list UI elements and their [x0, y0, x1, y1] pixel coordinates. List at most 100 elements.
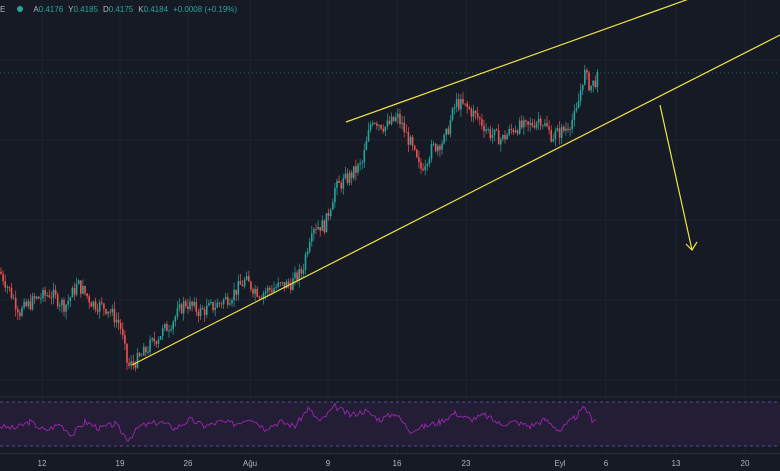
- candle-body: [300, 269, 303, 274]
- candle-body: [63, 299, 65, 312]
- candle-body: [441, 143, 443, 150]
- candle-body: [447, 128, 450, 135]
- candle-body: [29, 301, 32, 310]
- price-chart[interactable]: [0, 0, 780, 453]
- candle-body: [386, 120, 389, 127]
- candle-body: [552, 138, 555, 142]
- candle-body: [472, 110, 475, 117]
- candle-body: [596, 71, 599, 88]
- candle-body: [571, 119, 573, 129]
- candle-body: [569, 128, 571, 130]
- candle-body: [132, 361, 135, 364]
- candle-body: [239, 281, 242, 285]
- candle-body: [464, 103, 466, 105]
- wedge-lower-trendline: [131, 34, 780, 366]
- candle-body: [56, 294, 59, 307]
- candle-body: [430, 143, 433, 159]
- candle-body: [258, 296, 261, 298]
- candle-body: [109, 311, 111, 313]
- candle-body: [277, 282, 279, 288]
- candle-body: [138, 353, 141, 356]
- candle-body: [44, 289, 46, 296]
- candle-body: [52, 289, 55, 298]
- change-value: +0.0008 (+0.19%): [173, 4, 238, 14]
- candle-body: [390, 116, 393, 124]
- candle-body: [176, 308, 179, 317]
- candle-body: [332, 202, 334, 210]
- candle-body: [363, 149, 366, 163]
- candle-body: [185, 301, 187, 307]
- candle-body: [418, 157, 420, 163]
- candle-body: [231, 300, 233, 304]
- candle-body: [2, 273, 4, 282]
- candle-body: [103, 303, 105, 310]
- candle-body: [403, 122, 405, 132]
- candle-body: [546, 123, 548, 127]
- candle-body: [506, 134, 508, 140]
- candle-body: [577, 101, 580, 109]
- trendline-drawings[interactable]: [131, 0, 780, 366]
- candle-body: [565, 128, 567, 131]
- candle-body: [296, 272, 298, 281]
- time-axis-tick: 9: [325, 459, 331, 468]
- candle-body: [224, 296, 227, 300]
- candle-body: [159, 336, 162, 340]
- candle-body: [214, 307, 216, 311]
- candle-body: [474, 110, 477, 113]
- candle-body: [304, 254, 307, 270]
- candle-body: [321, 220, 324, 231]
- candle-body: [50, 297, 53, 299]
- time-axis-tick: 23: [461, 459, 471, 468]
- candle-body: [260, 297, 263, 299]
- candle-body: [460, 98, 462, 110]
- candle-body: [336, 180, 338, 189]
- candle-body: [327, 213, 330, 217]
- candle-body: [128, 362, 130, 366]
- candle-body: [101, 302, 103, 304]
- candle-body: [302, 269, 305, 274]
- candle-body: [313, 229, 315, 234]
- candle-body: [544, 123, 546, 126]
- low-value: 0.4175: [108, 4, 134, 14]
- candle-body: [380, 124, 382, 129]
- symbol-label[interactable]: E: [0, 4, 6, 14]
- candle-body: [319, 227, 321, 231]
- candle-body: [250, 281, 252, 290]
- candle-body: [203, 309, 206, 315]
- candle-body: [94, 301, 97, 310]
- candle-body: [216, 302, 219, 308]
- candle-body: [500, 139, 502, 145]
- candle-body: [399, 113, 401, 124]
- candle-body: [443, 134, 445, 144]
- open-value: 0.4176: [38, 4, 64, 14]
- candle-body: [292, 278, 294, 290]
- candle-body: [413, 145, 416, 150]
- candle-body: [46, 295, 48, 296]
- candle-body: [518, 120, 521, 134]
- candle-body: [193, 301, 195, 306]
- candle-body: [279, 282, 282, 284]
- candle-body: [449, 120, 452, 135]
- candle-body: [560, 126, 563, 138]
- candle-body: [537, 118, 540, 123]
- rsi-pane[interactable]: [0, 396, 780, 447]
- candle-body: [437, 145, 439, 152]
- time-axis[interactable]: 12 19 26 Ağu 9 16 23 Eyl 6 13 20: [0, 453, 780, 471]
- candle-body: [88, 296, 90, 303]
- candle-body: [61, 299, 63, 306]
- candle-body: [470, 108, 473, 117]
- candle-body: [476, 112, 479, 118]
- candle-body: [220, 303, 223, 305]
- candle-body: [281, 282, 284, 283]
- candle-body: [12, 297, 15, 299]
- candle-body: [19, 312, 21, 316]
- candlestick-series[interactable]: [0, 65, 599, 372]
- candle-body: [531, 122, 534, 126]
- candle-body: [174, 316, 177, 322]
- candle-body: [311, 233, 313, 242]
- wedge-upper-trendline: [345, 0, 688, 123]
- time-axis-tick: 26: [183, 459, 193, 468]
- candle-body: [48, 295, 51, 298]
- candle-body: [554, 131, 557, 139]
- candle-body: [90, 302, 93, 307]
